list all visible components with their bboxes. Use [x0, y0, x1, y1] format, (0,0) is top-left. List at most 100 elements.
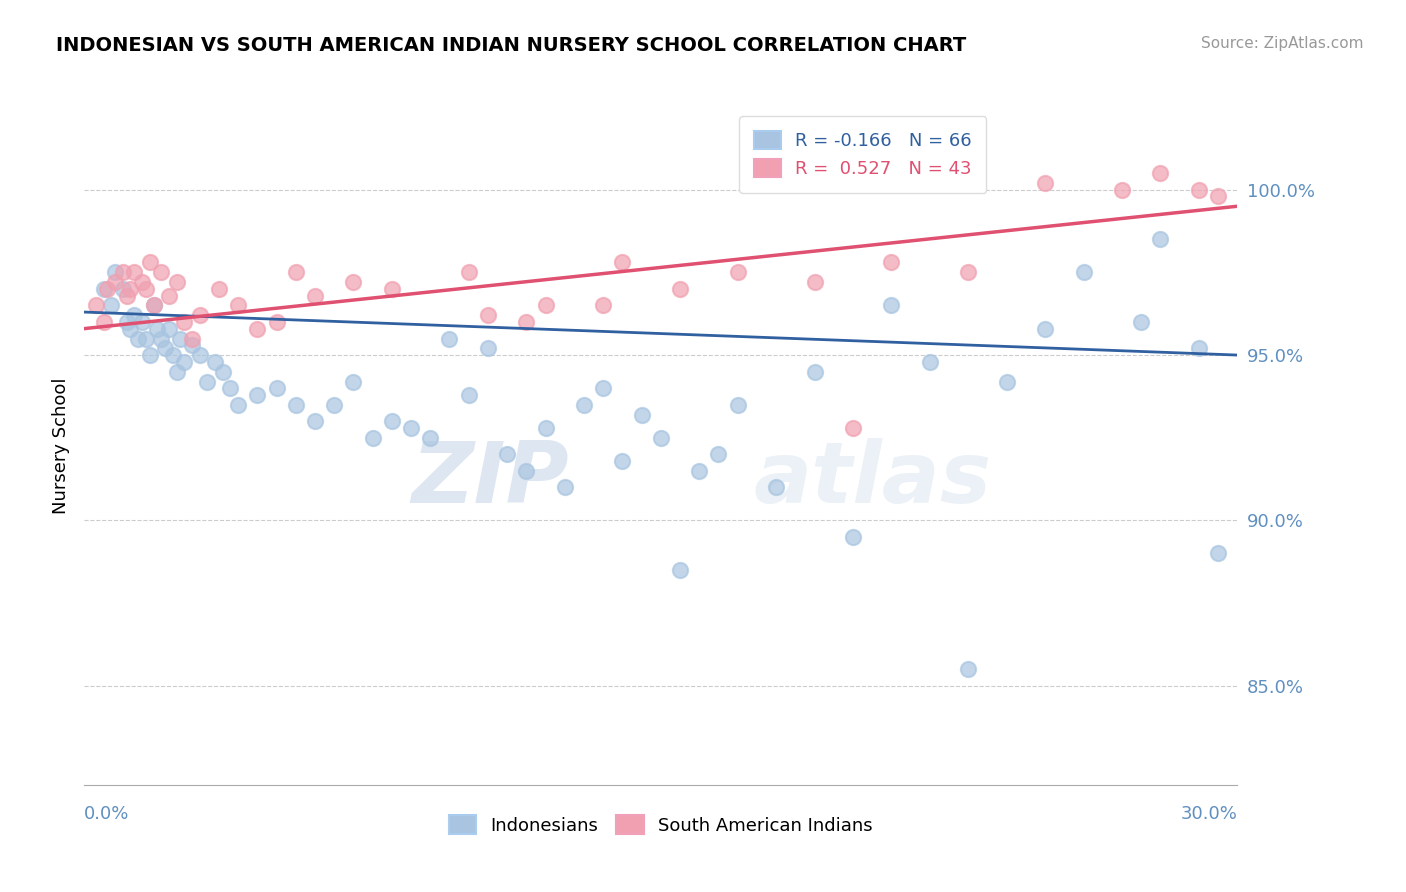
Point: [534, 421, 557, 435]
Point: [166, 275, 188, 289]
Point: [995, 375, 1018, 389]
Point: [1149, 232, 1171, 246]
Point: [572, 398, 595, 412]
Legend: Indonesians, South American Indians: Indonesians, South American Indians: [440, 806, 882, 844]
Point: [765, 480, 787, 494]
Point: [669, 282, 692, 296]
Point: [957, 662, 980, 676]
Point: [1073, 265, 1095, 279]
Point: [246, 388, 269, 402]
Point: [142, 298, 165, 312]
Point: [226, 298, 249, 312]
Point: [515, 464, 537, 478]
Text: 0.0%: 0.0%: [84, 805, 129, 823]
Point: [803, 275, 825, 289]
Point: [381, 414, 404, 428]
Point: [342, 375, 364, 389]
Point: [803, 365, 825, 379]
Point: [1033, 176, 1056, 190]
Point: [592, 298, 614, 312]
Point: [120, 321, 142, 335]
Point: [669, 563, 692, 577]
Point: [957, 265, 980, 279]
Point: [284, 265, 307, 279]
Point: [219, 381, 242, 395]
Point: [323, 398, 346, 412]
Point: [111, 265, 134, 279]
Point: [131, 315, 153, 329]
Point: [173, 354, 195, 368]
Point: [630, 408, 652, 422]
Point: [419, 431, 441, 445]
Point: [246, 321, 269, 335]
Point: [842, 421, 865, 435]
Point: [181, 338, 204, 352]
Point: [173, 315, 195, 329]
Point: [266, 381, 288, 395]
Point: [111, 282, 134, 296]
Point: [381, 282, 404, 296]
Point: [477, 342, 499, 356]
Point: [304, 288, 326, 302]
Point: [115, 315, 138, 329]
Point: [361, 431, 384, 445]
Point: [115, 288, 138, 302]
Point: [135, 332, 157, 346]
Point: [1206, 546, 1229, 560]
Point: [211, 365, 233, 379]
Point: [153, 342, 176, 356]
Point: [124, 265, 146, 279]
Text: atlas: atlas: [754, 438, 991, 522]
Point: [477, 309, 499, 323]
Point: [127, 332, 149, 346]
Point: [135, 282, 157, 296]
Point: [157, 288, 180, 302]
Point: [592, 381, 614, 395]
Point: [104, 275, 127, 289]
Point: [727, 398, 749, 412]
Point: [104, 265, 127, 279]
Point: [650, 431, 672, 445]
Point: [842, 530, 865, 544]
Point: [918, 354, 941, 368]
Point: [146, 321, 169, 335]
Text: INDONESIAN VS SOUTH AMERICAN INDIAN NURSERY SCHOOL CORRELATION CHART: INDONESIAN VS SOUTH AMERICAN INDIAN NURS…: [56, 36, 966, 54]
Point: [100, 298, 122, 312]
Point: [880, 255, 903, 269]
Point: [304, 414, 326, 428]
Point: [208, 282, 231, 296]
Point: [162, 348, 184, 362]
Point: [554, 480, 576, 494]
Point: [204, 354, 226, 368]
Point: [157, 321, 180, 335]
Point: [439, 332, 461, 346]
Point: [284, 398, 307, 412]
Point: [1149, 166, 1171, 180]
Point: [1206, 189, 1229, 203]
Point: [496, 447, 519, 461]
Point: [457, 265, 479, 279]
Point: [150, 332, 173, 346]
Text: 30.0%: 30.0%: [1181, 805, 1237, 823]
Point: [688, 464, 710, 478]
Point: [120, 282, 142, 296]
Point: [131, 275, 153, 289]
Point: [150, 265, 173, 279]
Point: [457, 388, 479, 402]
Point: [612, 454, 634, 468]
Point: [515, 315, 537, 329]
Point: [266, 315, 288, 329]
Point: [124, 309, 146, 323]
Point: [195, 375, 218, 389]
Point: [534, 298, 557, 312]
Point: [707, 447, 730, 461]
Point: [142, 298, 165, 312]
Point: [727, 265, 749, 279]
Text: Source: ZipAtlas.com: Source: ZipAtlas.com: [1201, 36, 1364, 51]
Point: [96, 282, 118, 296]
Point: [138, 348, 160, 362]
Text: ZIP: ZIP: [411, 438, 568, 522]
Point: [93, 282, 115, 296]
Point: [226, 398, 249, 412]
Point: [1188, 342, 1211, 356]
